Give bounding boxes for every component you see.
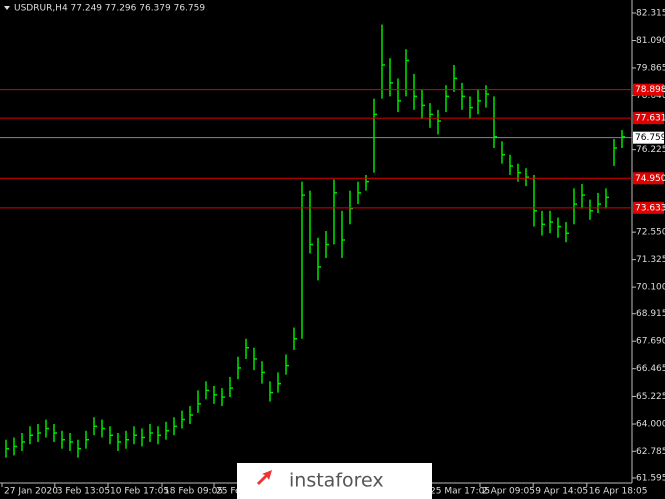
x-tick-label: 18 Feb 09:05 [164,487,223,497]
logo-icon [257,470,272,485]
y-tick-label: 78.640 [636,91,665,101]
overlay: 78.898 77.631 74.950 73.633 76.759 [0,83,665,214]
level-label-box [633,83,664,96]
y-tick-label: 67.690 [636,337,665,347]
x-tick-label: 16 Apr 18:05 [589,487,648,497]
x-tick-label: 3 Feb 13:05 [57,487,110,497]
level-label: 74.950 [635,174,665,184]
x-tick-label: 27 Jan 2020 [4,487,58,497]
y-tick-label: 68.915 [636,309,665,319]
y-tick-label: 72.550 [636,228,665,238]
title-arrow [4,6,10,10]
y-tick-label: 70.100 [636,283,665,293]
level-label-box [633,201,664,214]
chart-title: USDRUR,H4 77.249 77.296 76.379 76.759 [14,4,205,14]
watermark-box [237,463,432,499]
x-tick-label: 25 Mar 17:05 [430,487,490,497]
y-tick-label: 62.785 [636,447,665,457]
watermark-text: instaforex [289,470,384,492]
y-tick-label: 76.225 [636,145,665,155]
x-tick-label: 2 Apr 09:05 [482,487,535,497]
y-tick-label: 82.315 [636,8,665,18]
y-tick-label: 61.595 [636,473,665,483]
x-tick-label: 9 Apr 14:05 [535,487,588,497]
level-label: 73.633 [635,203,665,213]
y-tick-label: 81.090 [636,36,665,46]
plot: 82.315 81.090 79.865 78.640 76.225 72.550 71.3… [1,8,665,497]
y-tick-label: 65.225 [636,392,665,402]
y-tick-label: 71.325 [636,255,665,265]
y-tick-label: 79.865 [636,63,665,73]
level-label: 78.898 [635,85,665,95]
current-price-box [633,131,664,144]
y-tick-label: 64.000 [636,420,665,430]
x-tick-label: 10 Feb 17:05 [110,487,169,497]
x-tick-label: 25 Feb [216,487,247,497]
level-label: 77.631 [635,114,665,124]
watermark-logo: instaforex [257,470,384,492]
y-tick-label: 66.465 [636,364,665,374]
level-label-box [633,172,664,185]
current-price-label: 76.759 [635,133,665,143]
level-label-box [633,112,664,125]
